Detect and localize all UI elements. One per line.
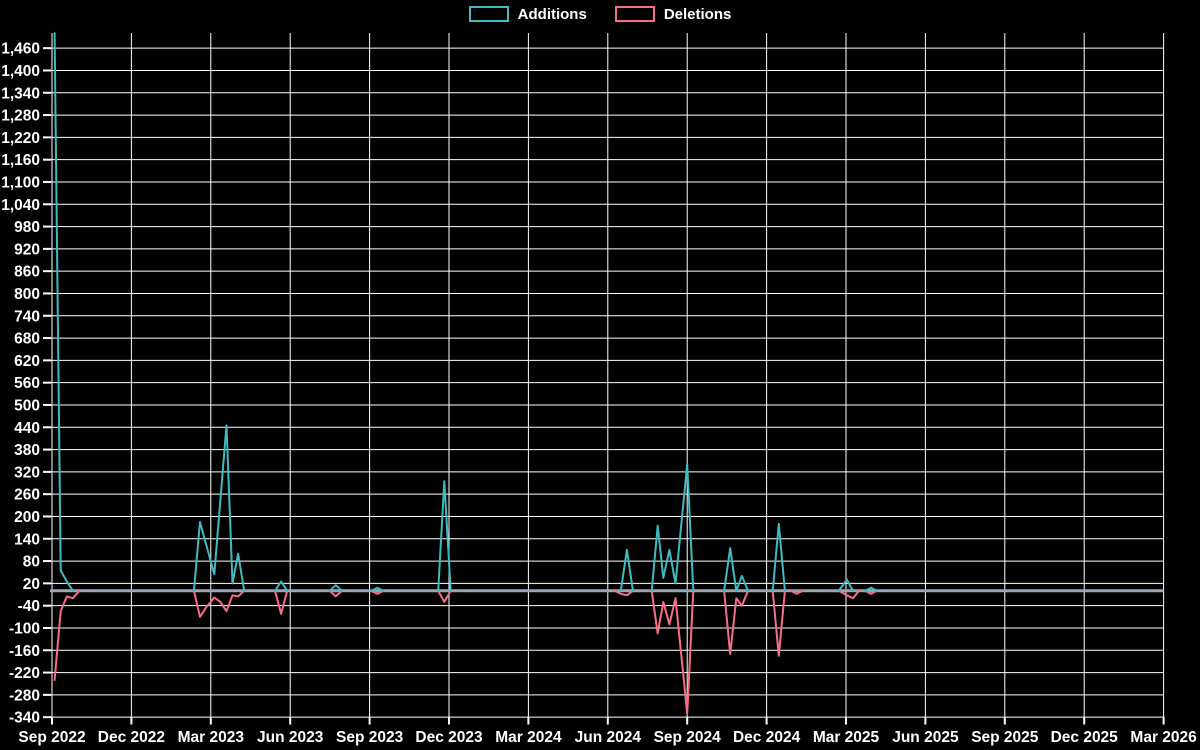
y-tick-label: 860 [14,264,40,281]
y-tick-label: 1,100 [1,174,40,191]
deletions-segment [650,589,695,715]
y-tick-label: 500 [14,397,40,414]
y-tick-label: 260 [14,487,40,504]
x-tick-label: Dec 2022 [98,729,165,746]
y-tick-label: 80 [23,554,40,571]
additions-segment [723,547,749,592]
y-tick-label: 920 [14,241,40,258]
y-tick-label: -340 [9,710,40,727]
y-tick-label: 320 [14,464,40,481]
y-tick-label: 1,220 [1,130,40,147]
x-tick-label: Sep 2024 [654,729,722,746]
deletions-segment [837,589,860,600]
x-tick-label: Mar 2026 [1130,729,1197,746]
y-tick-label: 740 [14,308,40,325]
deletions-segment [613,589,634,597]
additions-segment [837,578,854,592]
deletions-segment [370,589,385,595]
y-tick-label: -40 [18,598,40,615]
deletions-segment [723,589,749,655]
deletions-segment [437,589,452,603]
x-tick-label: Sep 2022 [18,729,85,746]
additions-segment [437,480,452,592]
gridlines [50,33,1165,718]
legend-item-additions[interactable]: Additions [468,5,587,23]
additions-segment [192,424,246,592]
x-tick-label: Dec 2023 [415,729,483,746]
additions-segment [274,580,289,592]
chart-legend: Additions Deletions [0,6,1200,22]
legend-item-deletions[interactable]: Deletions [614,5,732,23]
additions-line [53,32,878,592]
x-tick-label: Dec 2025 [1051,729,1119,746]
legend-label-deletions: Deletions [663,5,732,23]
y-tick-label: 140 [14,531,40,548]
y-tick-label: 440 [14,420,40,437]
x-tick-label: Mar 2024 [495,729,562,746]
additions-segment [370,586,385,592]
deletions-swatch-icon [614,6,655,22]
x-tick-label: Dec 2024 [733,729,801,746]
y-tick-label: -220 [9,665,40,682]
y-tick-label: 680 [14,331,40,348]
deletions-segment [192,589,246,618]
legend-label-additions: Additions [517,5,587,23]
y-axis-labels: 1,460 1,400 1,340 1,280 1,220 1,160 1,100 1,040… [1,41,40,727]
additions-segment [771,522,786,592]
y-tick-label: 620 [14,353,40,370]
additions-segment [619,548,634,592]
y-tick-label: 1,280 [1,108,40,125]
y-tick-label: 800 [14,286,40,303]
y-tick-label: 20 [23,576,40,593]
additions-segment [864,586,878,592]
y-tick-label: 200 [14,509,40,526]
additions-segment [328,584,343,592]
x-tick-label: Jun 2023 [257,729,324,746]
deletions-segment [771,589,786,657]
x-tick-label: Sep 2025 [971,729,1039,746]
y-tick-label: 1,460 [1,41,40,58]
y-tick-label: -160 [9,643,40,660]
x-tick-label: Mar 2025 [813,729,880,746]
deletions-segment [328,589,343,598]
y-tick-label: 1,400 [1,63,40,80]
deletions-segment [274,589,289,615]
y-tick-label: 1,040 [1,197,40,214]
y-tick-label: 1,340 [1,85,40,102]
x-tick-label: Mar 2023 [178,729,245,746]
y-tick-label: 380 [14,442,40,459]
y-tick-label: 1,160 [1,152,40,169]
deletions-segment [53,589,81,681]
y-tick-label: 560 [14,375,40,392]
y-tick-label: -280 [9,687,40,704]
additions-swatch-icon [468,6,509,22]
x-tick-label: Sep 2023 [336,729,404,746]
x-tick-label: Jun 2024 [575,729,642,746]
axis-ticks [43,47,1165,725]
y-tick-label: -100 [9,620,40,637]
deletions-line [53,589,878,715]
additions-segment [53,32,74,592]
y-tick-label: 980 [14,219,40,236]
x-axis-labels: Sep 2022 Dec 2022 Mar 2023 Jun 2023 Sep 2023… [18,729,1197,746]
deletions-segment [789,589,804,595]
x-tick-label: Jun 2025 [892,729,959,746]
deletions-segment [864,589,878,595]
additions-segment [650,463,695,592]
